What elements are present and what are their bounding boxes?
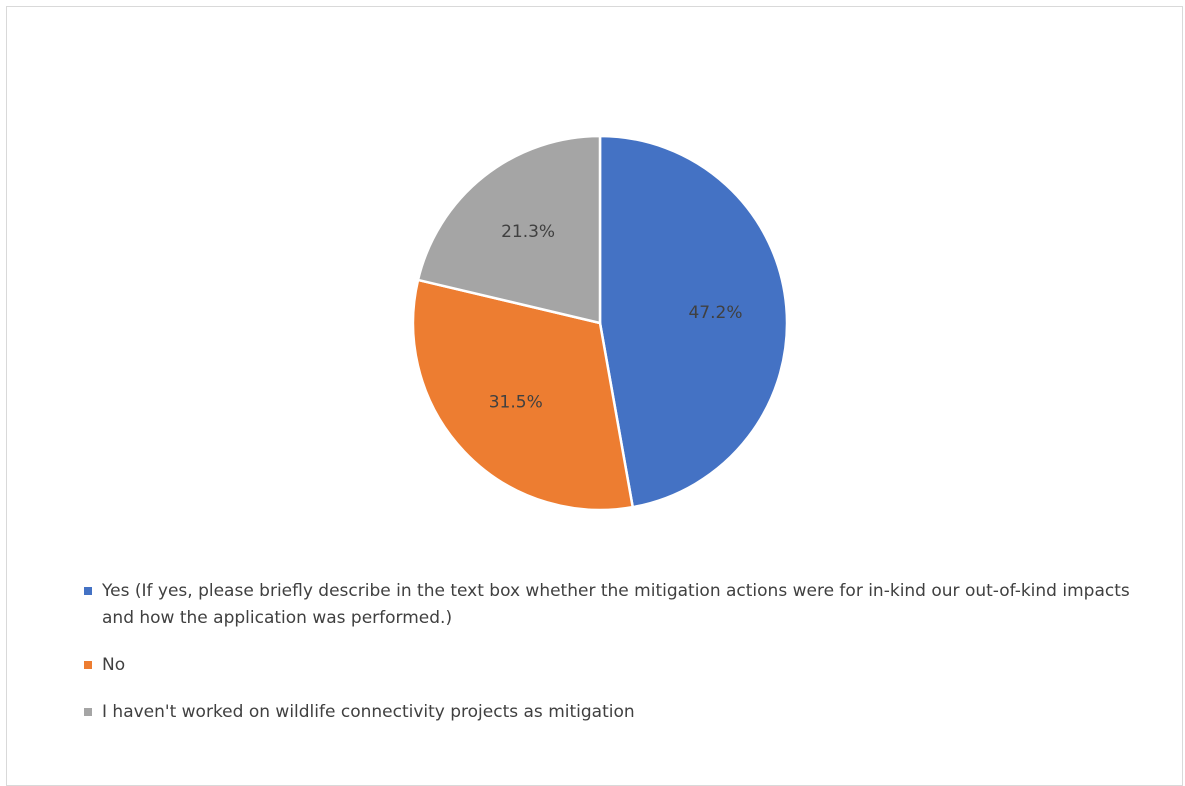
legend-item-no: No [84, 652, 1144, 679]
pie-slice-yes [598, 134, 789, 509]
data-label-not-worked: 21.3% [501, 222, 555, 242]
legend-swatch-not-worked [84, 708, 92, 716]
data-label-no: 31.5% [489, 393, 543, 413]
data-label-yes: 47.2% [688, 303, 742, 323]
legend-item-yes: Yes (If yes, please briefly describe in … [84, 578, 1144, 632]
pie-slice-no [411, 278, 634, 512]
legend-label-yes: Yes (If yes, please briefly describe in … [102, 581, 1130, 628]
legend-item-not-worked: I haven't worked on wildlife connectivit… [84, 699, 1144, 726]
chart-legend: Yes (If yes, please briefly describe in … [84, 578, 1144, 726]
pie-data-labels: 47.2% 31.5% 21.3% [489, 222, 743, 413]
pie-slices [411, 134, 789, 512]
legend-label-not-worked: I haven't worked on wildlife connectivit… [102, 702, 635, 722]
legend-swatch-no [84, 661, 92, 669]
pie-slice-not-worked [416, 134, 602, 325]
legend-label-no: No [102, 655, 126, 675]
legend-swatch-yes [84, 587, 92, 595]
pie-chart: 47.2% 31.5% 21.3% [411, 134, 789, 512]
